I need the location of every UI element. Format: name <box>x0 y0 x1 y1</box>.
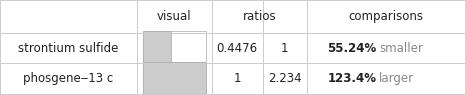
Text: strontium sulfide: strontium sulfide <box>19 42 119 55</box>
Text: smaller: smaller <box>379 42 423 55</box>
Text: larger: larger <box>379 72 414 85</box>
Text: phosgene‒13 c: phosgene‒13 c <box>23 72 114 85</box>
Bar <box>143 62 206 95</box>
Text: 123.4%: 123.4% <box>328 72 377 85</box>
Text: 1: 1 <box>233 72 241 85</box>
Text: visual: visual <box>157 10 192 23</box>
Text: 2.234: 2.234 <box>268 72 302 85</box>
Text: 55.24%: 55.24% <box>327 42 377 55</box>
Text: 1: 1 <box>281 42 289 55</box>
Bar <box>143 62 206 95</box>
Text: comparisons: comparisons <box>348 10 424 23</box>
Bar <box>143 31 206 65</box>
Bar <box>143 31 171 65</box>
Text: ratios: ratios <box>242 10 276 23</box>
Text: 0.4476: 0.4476 <box>217 42 258 55</box>
